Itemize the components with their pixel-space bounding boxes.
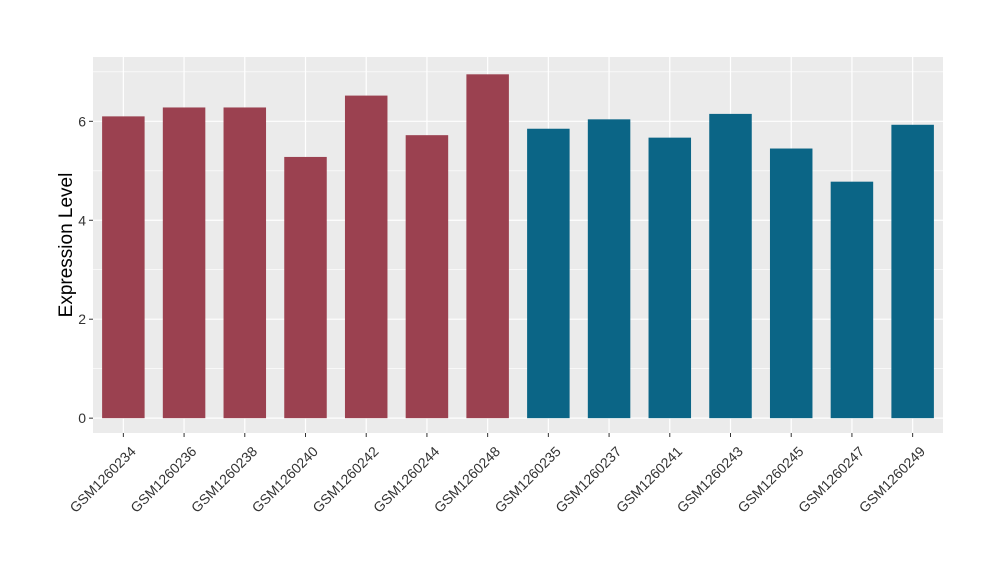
y-axis-title: Expression Level (56, 173, 77, 318)
bar-GSM1260240 (284, 156, 327, 419)
plot-panel (93, 57, 943, 433)
bar-GSM1260235 (527, 128, 570, 419)
bar-GSM1260247 (830, 181, 874, 419)
y-tick-label: 4 (78, 212, 86, 228)
bar-GSM1260237 (587, 119, 631, 419)
bar-GSM1260248 (466, 74, 509, 419)
bar-GSM1260234 (102, 116, 145, 419)
bar-GSM1260241 (648, 137, 692, 419)
y-tick-label: 6 (78, 113, 86, 129)
bar-GSM1260238 (223, 107, 267, 419)
bar-GSM1260242 (344, 95, 388, 419)
y-tick-label: 2 (78, 311, 86, 327)
bar-GSM1260245 (769, 148, 813, 419)
bar-GSM1260249 (891, 124, 934, 419)
y-tick-label: 0 (78, 410, 86, 426)
bar-GSM1260244 (405, 135, 449, 419)
bar-GSM1260236 (162, 107, 206, 419)
y-axis: 0 2 4 6 (78, 113, 93, 426)
bars (102, 74, 934, 419)
x-axis: GSM1260234GSM1260236GSM1260238GSM1260240… (66, 433, 928, 516)
bar-GSM1260243 (709, 113, 752, 419)
